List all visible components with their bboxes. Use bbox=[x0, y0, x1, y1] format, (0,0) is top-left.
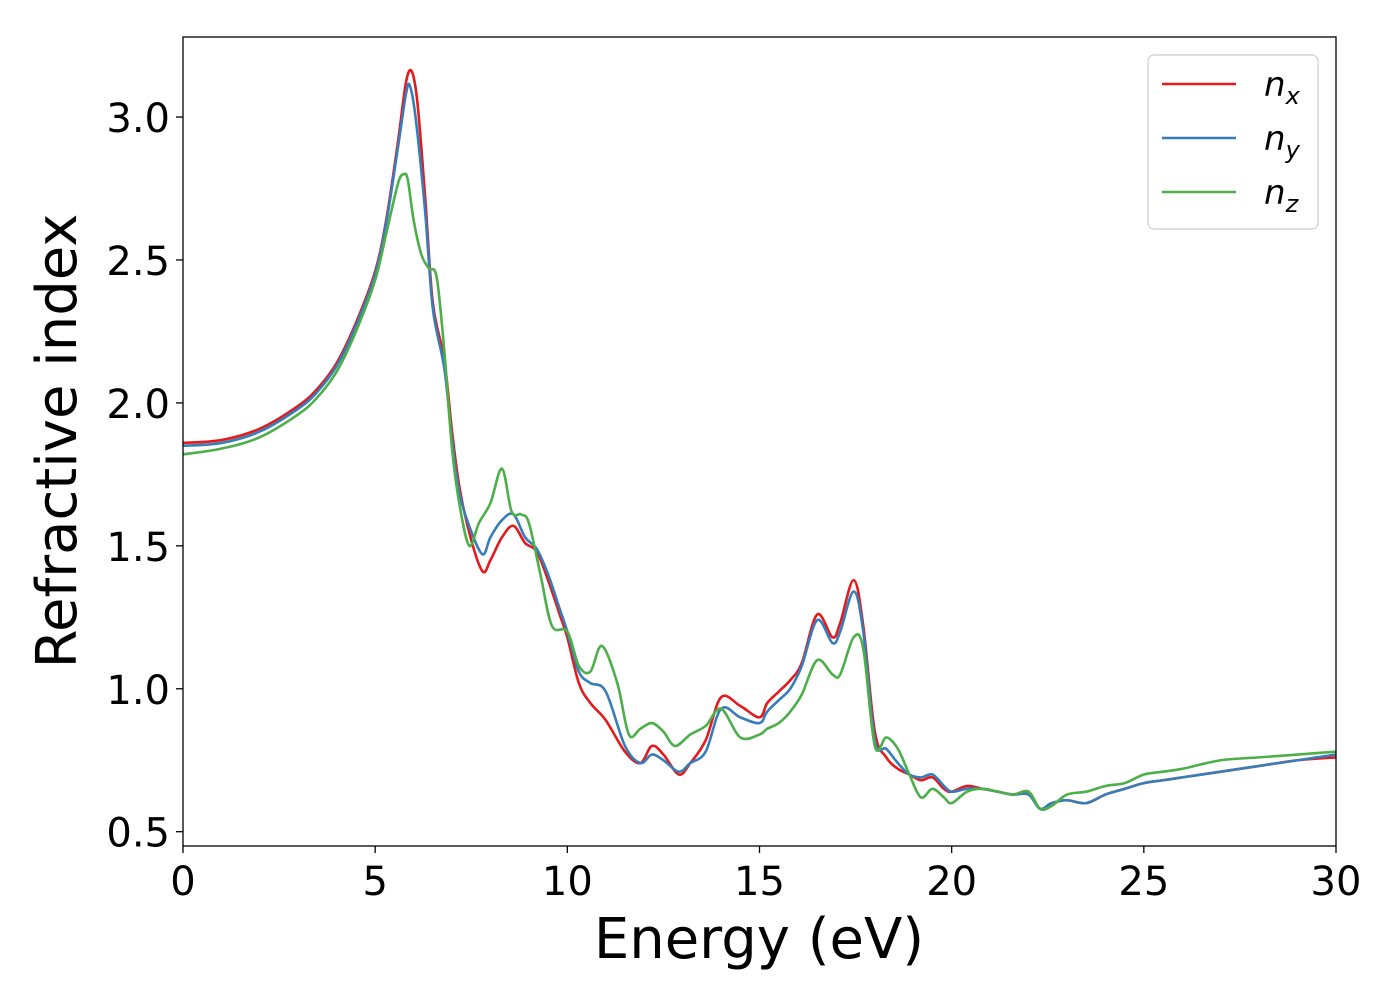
y-tick-label: 1.0 bbox=[106, 668, 170, 714]
series-line-z bbox=[183, 172, 1336, 812]
x-tick-label: 5 bbox=[362, 859, 387, 905]
y-axis-ticks: 0.5 1.0 1.5 2.0 2.5 3.0 bbox=[106, 96, 183, 857]
y-tick-label: 1.5 bbox=[106, 525, 170, 571]
plot-lines bbox=[183, 68, 1336, 812]
x-tick-label: 30 bbox=[1311, 859, 1362, 905]
y-axis-title: Refractive index bbox=[25, 214, 90, 669]
y-tick-label: 2.5 bbox=[106, 239, 170, 285]
y-tick-label: 2.0 bbox=[106, 382, 170, 428]
x-tick-label: 25 bbox=[1118, 859, 1169, 905]
legend-box bbox=[1147, 54, 1319, 230]
x-tick-label: 0 bbox=[170, 859, 195, 905]
x-tick-label: 20 bbox=[926, 859, 977, 905]
y-tick-label: 3.0 bbox=[106, 96, 170, 142]
x-axis-title: Energy (eV) bbox=[594, 907, 924, 972]
x-tick-label: 15 bbox=[734, 859, 785, 905]
x-tick-label: 10 bbox=[542, 859, 593, 905]
x-axis-ticks: 0 5 10 15 20 25 30 bbox=[170, 846, 1361, 905]
y-tick-label: 0.5 bbox=[106, 811, 170, 857]
